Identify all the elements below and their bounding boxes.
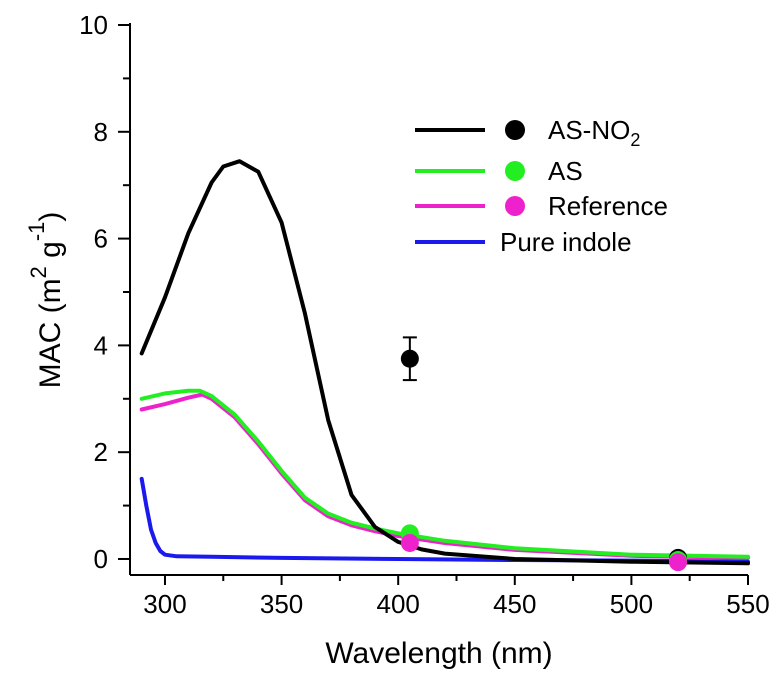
legend-marker-0 [505, 120, 525, 140]
legend-marker-1 [505, 161, 525, 181]
legend-label-2: Reference [548, 191, 668, 221]
x-tick-label: 450 [493, 589, 536, 619]
y-tick-label: 4 [94, 330, 108, 360]
data-point-2 [401, 534, 419, 552]
legend-marker-2 [505, 196, 525, 216]
series-points-layer [401, 337, 687, 571]
legend-label-1: AS [548, 156, 583, 186]
data-point-0 [401, 350, 419, 368]
series-line-2 [142, 395, 748, 558]
y-title-part: g [34, 241, 67, 266]
legend-label-3: Pure indole [500, 227, 632, 257]
y-tick-label: 2 [94, 437, 108, 467]
series-line-3 [142, 479, 748, 562]
x-axis-title: Wavelength (nm) [325, 637, 552, 670]
x-tick-label: 300 [143, 589, 186, 619]
x-tick-label: 350 [260, 589, 303, 619]
x-tick-label: 500 [610, 589, 653, 619]
y-title-part: ) [34, 212, 67, 222]
series-line-0 [142, 161, 748, 563]
data-point-2 [669, 553, 687, 571]
axes-layer: 300 350 400 450 500 550 0 2 4 6 8 10 [79, 10, 770, 619]
y-tick-label: 0 [94, 544, 108, 574]
y-title-superscript: 2 [26, 266, 51, 278]
y-tick-label: 10 [79, 10, 108, 40]
y-tick-label: 8 [94, 117, 108, 147]
y-tick-label: 6 [94, 224, 108, 254]
x-tick-label: 550 [726, 589, 769, 619]
legend: AS-NO2 AS Reference Pure indole [415, 115, 668, 257]
legend-label-subscript: 2 [630, 130, 640, 150]
legend-label-0: AS-NO2 [548, 115, 640, 150]
series-lines-layer [142, 161, 748, 563]
x-tick-label: 400 [376, 589, 419, 619]
y-title-superscript: -1 [24, 222, 49, 242]
y-title-part: MAC (m [34, 278, 67, 388]
y-axis-title: MAC (m2 g-1) [24, 212, 67, 389]
